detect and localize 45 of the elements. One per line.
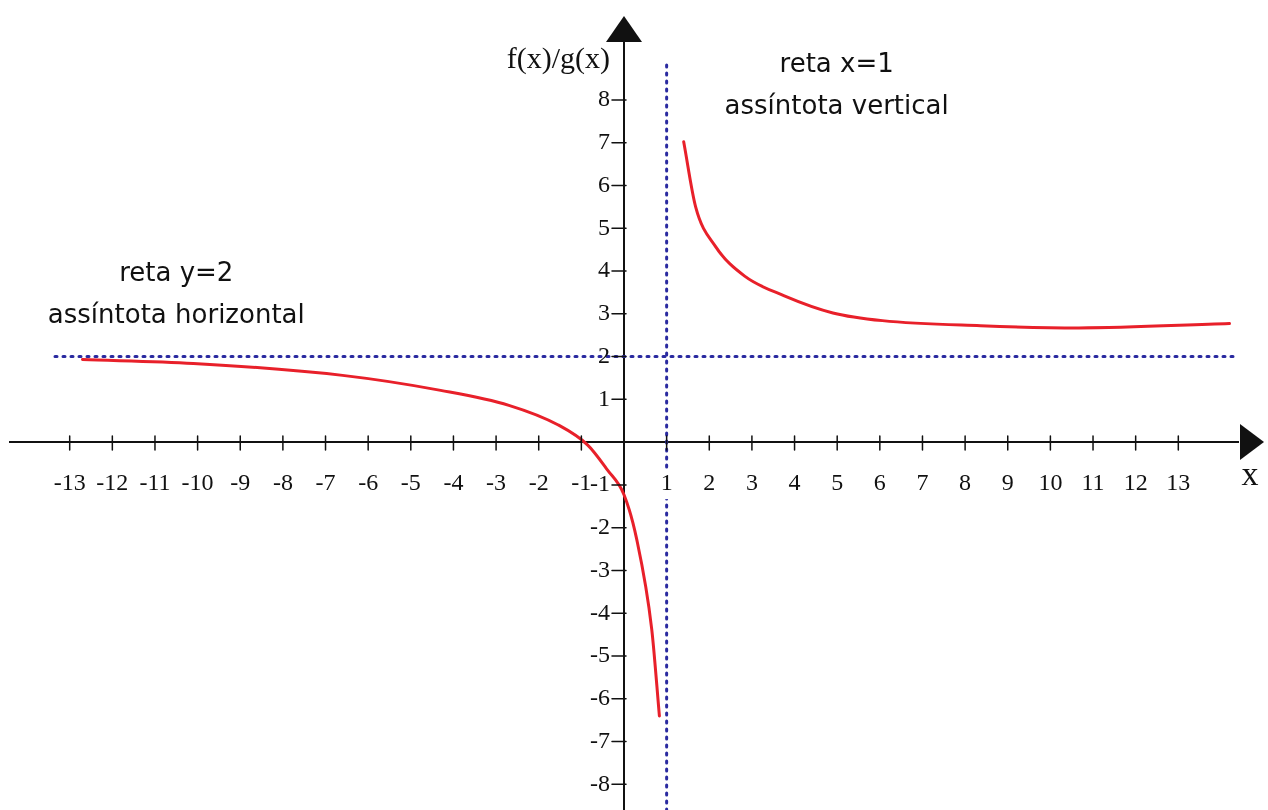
x-tick-label: -1 — [571, 469, 592, 496]
y-tick-label: -3 — [590, 555, 610, 582]
x-tick-label: 2 — [703, 469, 716, 496]
x-tick-label: 4 — [788, 469, 801, 496]
x-tick-label: 10 — [1038, 469, 1063, 496]
x-tick-label: 8 — [959, 469, 972, 496]
y-tick-label: -4 — [590, 598, 610, 625]
x-tick-label: -12 — [96, 469, 129, 496]
x-tick-label: 1 — [660, 469, 673, 496]
x-tick-label: -11 — [139, 469, 171, 496]
x-tick-label: 5 — [831, 469, 844, 496]
x-tick-label: -5 — [400, 469, 421, 496]
y-tick-label: 7 — [598, 127, 610, 154]
x-tick-label: 9 — [1001, 469, 1014, 496]
ref-line-label: reta y=2 assíntota horizontal — [47, 257, 305, 330]
x-tick-label: -7 — [315, 469, 336, 496]
ref-line-label: reta x=1 assíntota vertical — [724, 47, 949, 120]
line-series — [682, 140, 1231, 330]
x-tick-label: 12 — [1123, 469, 1148, 496]
x-tick-label: 7 — [916, 469, 929, 496]
x-tick-label: 3 — [745, 469, 758, 496]
x-tick-label: -8 — [272, 469, 293, 496]
x-tick-label: 11 — [1081, 469, 1105, 496]
x-tick-label: -3 — [486, 469, 507, 496]
x-tick-label: -10 — [181, 469, 214, 496]
y-tick-label: 4 — [598, 256, 610, 283]
y-tick-label: -5 — [590, 641, 610, 668]
x-tick-label: 13 — [1166, 469, 1191, 496]
y-tick-label: -8 — [590, 769, 610, 796]
y-tick-label: 5 — [598, 213, 610, 240]
y-tick-label: 6 — [598, 170, 610, 197]
y-tick-label: 3 — [598, 299, 610, 326]
x-axis-title: x — [1241, 455, 1259, 493]
y-tick-label: -6 — [590, 684, 610, 711]
x-tick-label: -9 — [230, 469, 251, 496]
y-tick-label: 8 — [598, 85, 610, 112]
x-tick-label: -6 — [358, 469, 379, 496]
y-tick-label: -7 — [590, 726, 610, 753]
y-tick-label: -2 — [590, 512, 610, 539]
x-tick-label: 6 — [873, 469, 886, 496]
y-tick-label: 1 — [598, 384, 610, 411]
x-tick-label: -2 — [528, 469, 549, 496]
x-tick-label: -13 — [53, 469, 86, 496]
x-tick-label: -4 — [443, 469, 464, 496]
y-axis-title: f(x)/g(x) — [506, 40, 610, 75]
